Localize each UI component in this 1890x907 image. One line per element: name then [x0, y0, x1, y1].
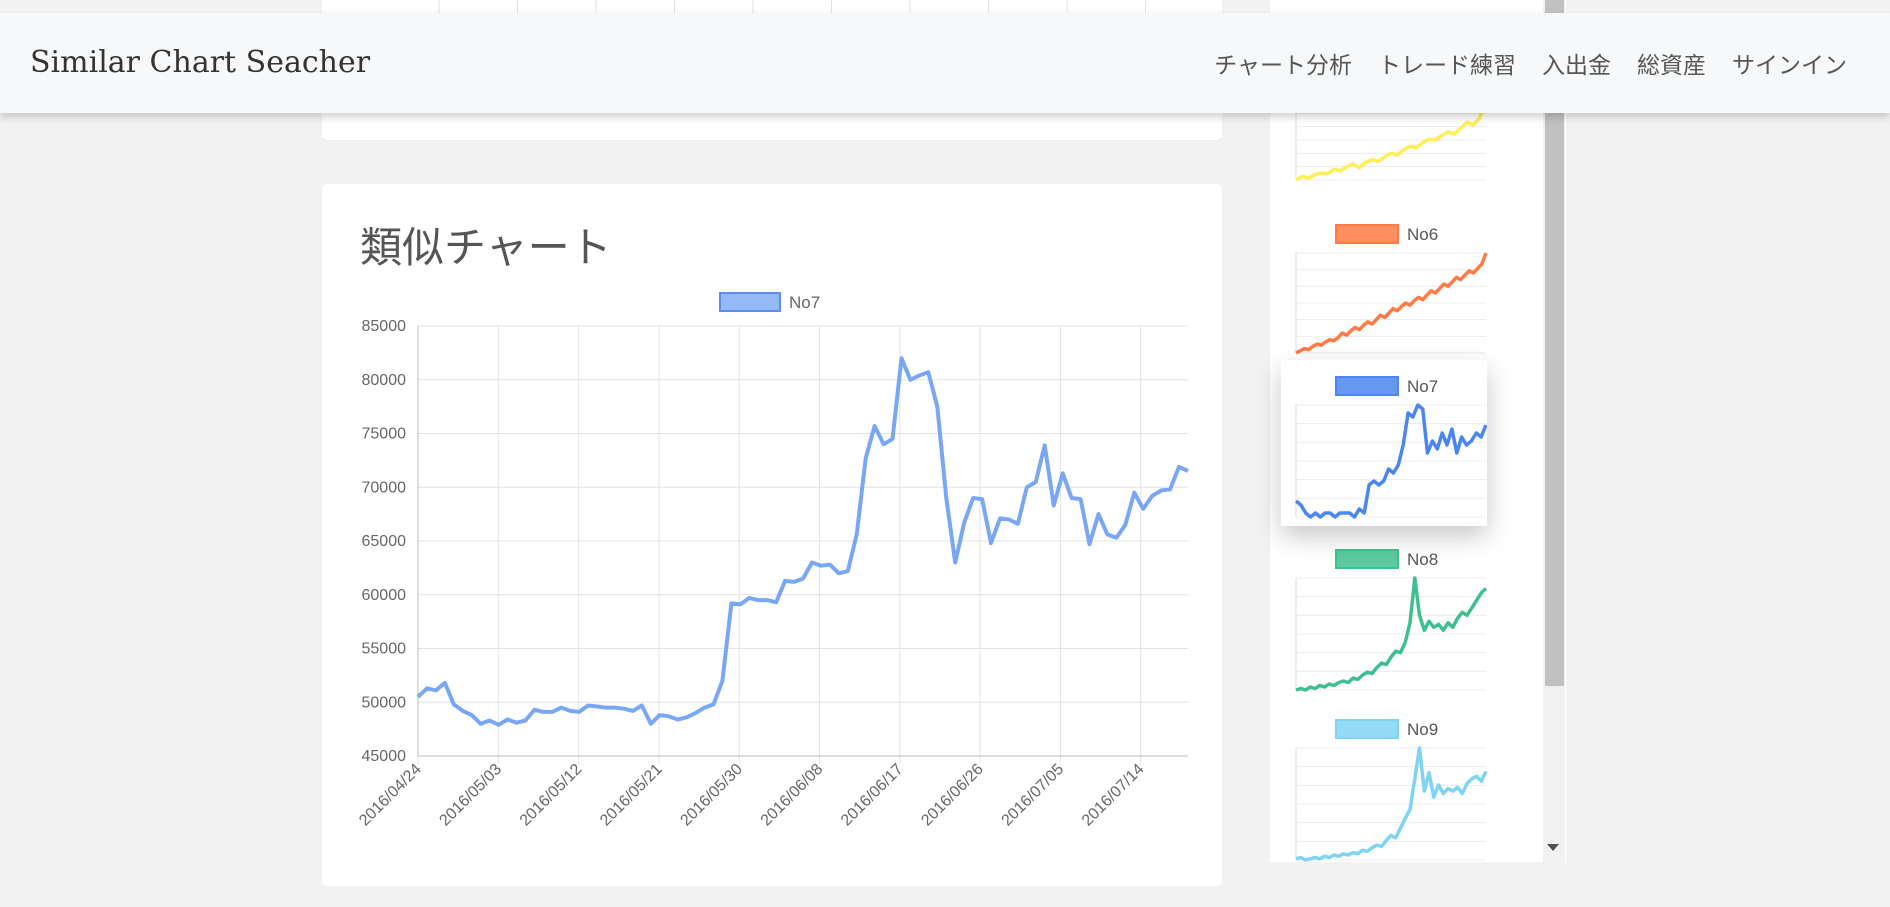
x-tick-label: 2016/06/08	[758, 761, 827, 830]
mini-chart-no8: No8	[1295, 549, 1488, 692]
card-title: 類似チャート	[360, 223, 612, 272]
nav-chart-analysis[interactable]: チャート分析	[1214, 53, 1352, 79]
x-tick-label: 2016/07/05	[999, 761, 1068, 830]
x-tick-label: 2016/06/17	[838, 761, 907, 830]
scrollbar-thumb[interactable]	[1545, 0, 1564, 686]
y-tick-label: 80000	[362, 372, 407, 389]
mini-legend-swatch	[1335, 224, 1399, 244]
nav-trade-practice[interactable]: トレード練習	[1378, 53, 1516, 79]
series-line-no7	[416, 356, 1189, 727]
nav-links: チャート分析 トレード練習 入出金 総資産 サインイン	[1214, 13, 1847, 113]
x-tick-label: 2016/06/26	[918, 761, 987, 830]
mini-legend-swatch	[1335, 376, 1399, 396]
nav-deposit-withdraw[interactable]: 入出金	[1542, 53, 1611, 79]
mini-chart-no7-graph: No7	[1294, 376, 1487, 519]
mini-chart-no9: No9	[1295, 719, 1488, 862]
mini-legend-label: No9	[1407, 720, 1438, 739]
legend-swatch	[719, 292, 781, 312]
mini-series-line	[1295, 252, 1488, 355]
navbar: Similar Chart Seacher チャート分析 トレード練習 入出金 …	[0, 13, 1890, 113]
x-tick-label: 2016/04/24	[356, 761, 425, 830]
mini-chart-no7: No7	[1294, 376, 1487, 519]
mini-legend-swatch	[1335, 549, 1399, 569]
y-tick-label: 65000	[362, 533, 407, 550]
y-tick-label: 50000	[362, 694, 407, 711]
nav-sign-in[interactable]: サインイン	[1732, 53, 1847, 79]
similar-chart-card: 45000 50000 55000 60000 65000 70000 75000 80000…	[322, 184, 1222, 886]
mini-chart-list: No6 No8 No9	[1295, 99, 1488, 862]
brand-logo[interactable]: Similar Chart Seacher	[30, 45, 371, 80]
y-tick-label: 45000	[362, 748, 407, 765]
y-tick-label: 75000	[362, 426, 407, 443]
nav-total-assets[interactable]: 総資産	[1637, 53, 1706, 79]
mini-series-line	[1295, 746, 1488, 862]
mini-legend-label: No6	[1407, 225, 1438, 244]
mini-legend-label: No8	[1407, 550, 1438, 569]
mini-series-line	[1295, 99, 1488, 182]
mini-series-line	[1294, 403, 1487, 519]
mini-legend-swatch	[1335, 719, 1399, 739]
x-tick-label: 2016/05/30	[677, 761, 746, 830]
y-tick-label: 85000	[362, 318, 407, 335]
y-tick-label: 55000	[362, 641, 407, 658]
x-tick-label: 2016/07/14	[1079, 761, 1148, 830]
legend-label: No7	[789, 293, 820, 312]
mini-legend-label: No7	[1407, 377, 1438, 396]
y-tick-label: 60000	[362, 587, 407, 604]
scroll-down-arrow-icon[interactable]	[1547, 844, 1559, 851]
x-tick-label: 2016/05/21	[597, 761, 666, 830]
x-tick-label: 2016/05/03	[436, 761, 505, 830]
y-tick-label: 70000	[362, 479, 407, 496]
similar-chart: 45000 50000 55000 60000 65000 70000 75000 80000…	[356, 292, 1189, 830]
mini-chart-card-no7[interactable]: No7	[1281, 360, 1487, 526]
mini-chart-no6: No6	[1295, 224, 1488, 355]
x-tick-label: 2016/05/12	[517, 761, 586, 830]
mini-series-line	[1295, 576, 1488, 692]
